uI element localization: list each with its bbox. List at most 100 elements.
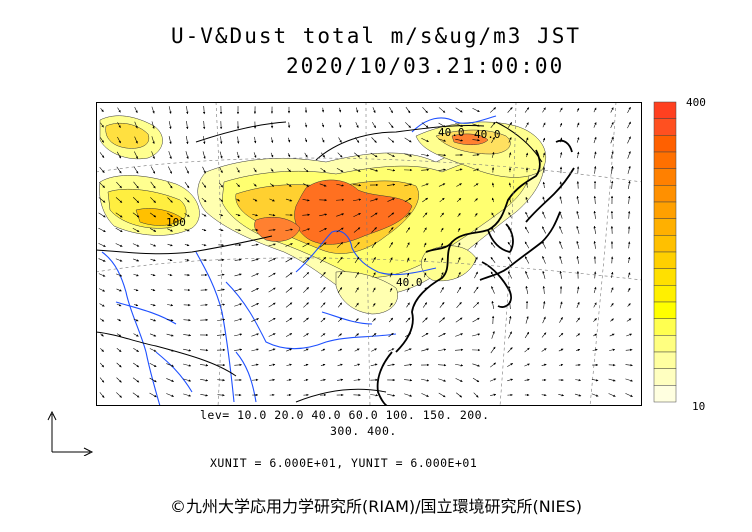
wind-vector	[541, 363, 547, 367]
wind-vector	[389, 287, 393, 292]
wind-vector	[220, 136, 223, 144]
wind-vector	[422, 317, 428, 323]
wind-vector	[576, 210, 580, 219]
wind-vector	[455, 378, 463, 382]
wind-vector	[98, 197, 106, 203]
wind-vector	[151, 121, 155, 129]
wind-vector	[559, 137, 563, 143]
wind-vector	[440, 242, 444, 248]
wind-vector	[285, 228, 293, 232]
wind-vector	[593, 166, 597, 174]
wind-vector	[404, 348, 412, 352]
wind-vector	[183, 363, 192, 367]
wind-vector	[302, 272, 310, 278]
wind-vector	[167, 228, 173, 232]
wind-vector	[610, 287, 614, 293]
wind-vector	[405, 122, 411, 128]
wind-vector	[184, 213, 190, 217]
wind-vector	[336, 183, 344, 187]
wind-vector	[404, 393, 413, 397]
wind-vector	[473, 168, 480, 172]
wind-vector	[593, 136, 597, 144]
wind-vector	[525, 196, 529, 203]
wind-vector	[183, 334, 192, 337]
wind-vector	[405, 212, 411, 218]
wind-vector	[117, 107, 121, 113]
wind-vector	[542, 211, 546, 219]
wind-vector	[405, 106, 411, 114]
wind-vector	[268, 272, 276, 278]
wind-vector	[509, 315, 512, 324]
wind-vector	[456, 197, 462, 203]
wind-vector	[454, 348, 464, 352]
wind-vector	[575, 333, 581, 337]
wind-vector	[98, 258, 106, 262]
wind-vector	[253, 167, 257, 173]
wind-vector	[576, 225, 580, 234]
wind-vector	[133, 348, 139, 352]
wind-vector	[406, 272, 410, 277]
wind-vector	[268, 333, 276, 337]
wind-vector	[219, 151, 223, 159]
contour-levels: lev= 10.0 20.0 40.0 60.0 100. 150. 200.	[200, 408, 490, 422]
wind-vector	[542, 316, 546, 324]
colorbar-cell	[653, 118, 677, 136]
wind-vector	[474, 242, 478, 248]
wind-vector	[457, 212, 461, 218]
wind-vector	[593, 333, 598, 337]
wind-vector	[236, 151, 240, 159]
wind-vector	[166, 348, 174, 352]
wind-vector	[234, 303, 243, 307]
wind-vector	[491, 136, 495, 144]
wind-vector	[117, 122, 121, 129]
wind-vector	[285, 257, 293, 263]
wind-vector	[489, 378, 497, 382]
wind-vector	[507, 256, 513, 264]
wind-vector	[234, 258, 242, 261]
wind-vector	[167, 258, 173, 262]
wind-vector	[100, 333, 104, 337]
wind-vector	[405, 332, 412, 338]
wind-vector	[626, 333, 633, 337]
wind-vector	[320, 287, 326, 293]
wind-vector	[98, 227, 106, 233]
wind-vector	[99, 288, 106, 292]
wind-vector	[472, 333, 481, 337]
wind-vector	[423, 227, 427, 233]
wind-vector	[166, 333, 174, 337]
wind-vector	[491, 227, 495, 233]
wind-vector	[423, 287, 427, 293]
wind-vector	[405, 227, 411, 233]
wind-vector	[507, 107, 513, 113]
wind-vector	[116, 288, 122, 292]
wind-vector	[627, 106, 631, 113]
wind-vector	[404, 153, 413, 157]
wind-vector	[389, 106, 393, 114]
wind-vector	[625, 363, 633, 367]
wind-vector	[149, 377, 157, 383]
borders	[96, 121, 543, 403]
wind-vector	[593, 122, 597, 128]
wind-vector	[474, 271, 478, 279]
wind-vector	[99, 392, 105, 398]
wind-vector	[338, 122, 342, 128]
wind-vector	[184, 197, 190, 203]
wind-vector	[456, 301, 462, 308]
wind-vector	[251, 303, 259, 307]
wind-vector	[423, 257, 427, 262]
wind-vector	[116, 303, 122, 307]
wind-vector	[166, 363, 174, 367]
wind-vector	[370, 152, 378, 158]
wind-vector	[149, 392, 157, 398]
wind-vector	[320, 378, 326, 382]
wind-vector	[593, 271, 597, 279]
wind-vector	[99, 303, 105, 307]
wind-vector	[287, 137, 291, 143]
wind-vector	[252, 198, 258, 202]
wind-vector	[100, 107, 104, 113]
wind-vector	[132, 212, 140, 218]
wind-vector	[337, 271, 343, 279]
wind-vector	[184, 258, 190, 262]
wind-vector	[168, 166, 172, 174]
wind-vector	[355, 107, 359, 113]
